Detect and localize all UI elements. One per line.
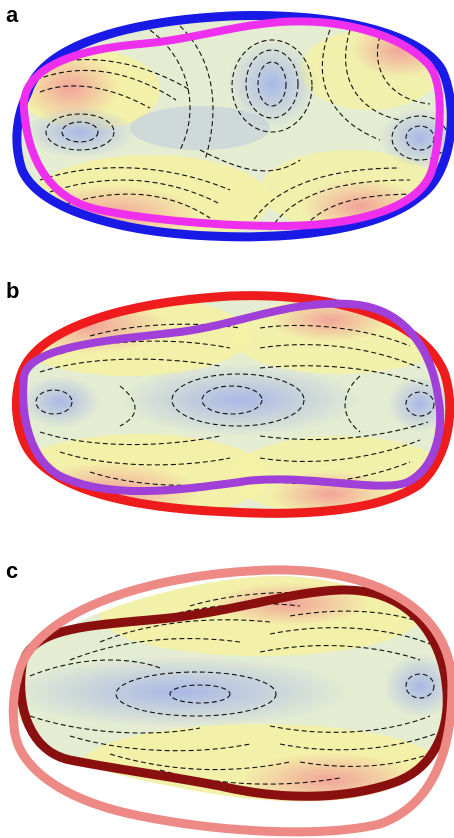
panel-a-inner-boundary — [19, 17, 444, 231]
panel-c-field — [11, 575, 450, 802]
panel-c-figure — [8, 565, 454, 837]
panel-label-b: b — [6, 278, 20, 303]
panel-label-a: a — [6, 2, 19, 27]
panel-c-inner-boundary — [16, 585, 452, 801]
panel-a-figure — [12, 11, 454, 242]
panel-a-outer-boundary — [12, 11, 454, 242]
panel-c: c — [0, 556, 454, 837]
panel-b: b — [0, 276, 454, 536]
panel-c-outer-boundary — [8, 565, 454, 837]
panel-a: a — [0, 0, 454, 260]
panel-b-figure — [11, 291, 454, 518]
panel-label-c: c — [6, 558, 19, 583]
panel-b-inner-boundary — [19, 299, 445, 495]
